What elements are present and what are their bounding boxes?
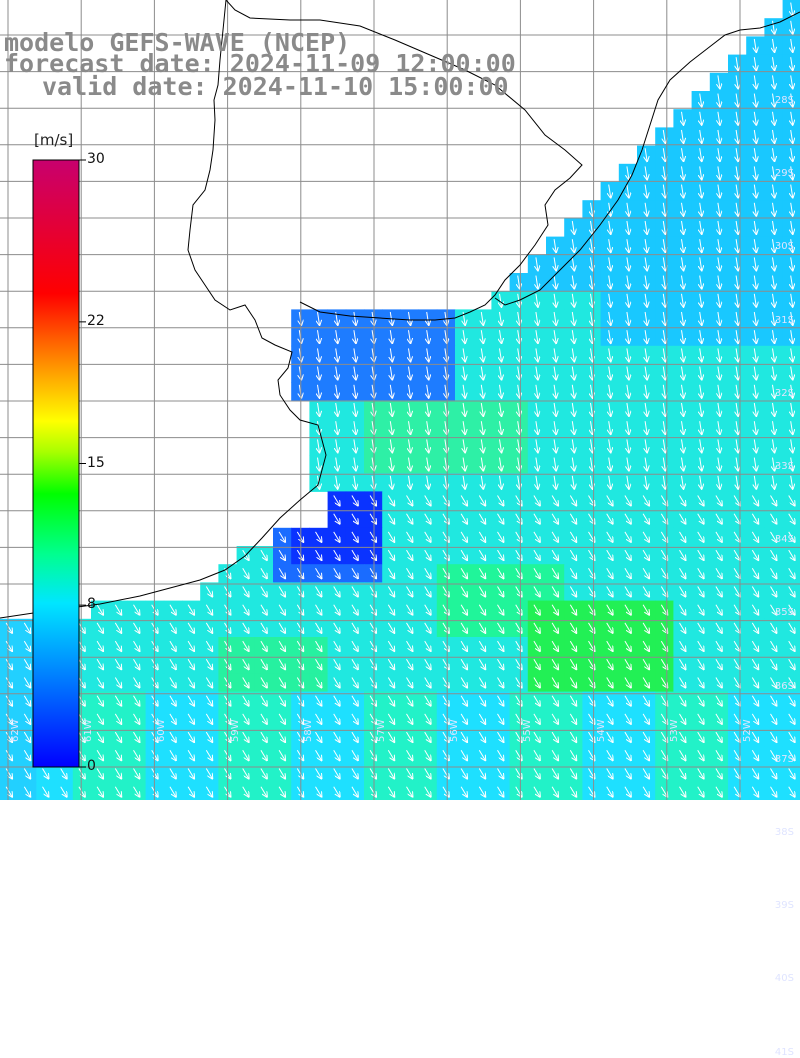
longitude-label: 62W: [10, 719, 21, 742]
longitude-label: 52W: [742, 719, 753, 742]
valid-date: valid date: 2024-11-10 15:00:00: [42, 72, 509, 101]
latitude-label: 28S: [774, 95, 794, 106]
longitude-label: 53W: [668, 719, 680, 742]
latitude-label: 38S: [774, 827, 794, 838]
colorbar-tick-label: 0: [87, 758, 96, 774]
longitude-label: 61W: [83, 719, 95, 742]
latitude-label: 37S: [774, 753, 794, 765]
colorbar-tick-label: 22: [87, 312, 105, 329]
latitude-label: 40S: [774, 973, 794, 985]
latitude-label: 39S: [774, 900, 794, 912]
colorbar-tick-label: 30: [87, 151, 105, 167]
longitude-label: 56W: [449, 719, 461, 742]
latitude-label: 41S: [774, 1046, 794, 1058]
colorbar: [32, 159, 86, 768]
longitude-label: 59W: [229, 719, 241, 742]
longitude-label: 57W: [376, 719, 387, 742]
longitude-label: 54W: [595, 719, 607, 742]
latitude-label: 33S: [774, 461, 794, 472]
longitude-label: 60W: [156, 719, 168, 742]
colorbar-unit: [m/s]: [34, 131, 74, 149]
latitude-label: 29S: [774, 168, 794, 180]
latitude-label: 30S: [774, 241, 794, 253]
colorbar-tick-label: 15: [87, 454, 105, 471]
latitude-label: 34S: [774, 534, 794, 546]
latitude-label: 31S: [774, 314, 794, 326]
latitude-label: 32S: [774, 387, 794, 399]
longitude-label: 55W: [522, 719, 534, 742]
wind-map: [0, 0, 800, 800]
latitude-label: 35S: [774, 607, 794, 619]
latitude-label: 36S: [774, 680, 794, 692]
colorbar-tick-label: 8: [87, 596, 96, 613]
longitude-label: 58W: [302, 719, 314, 742]
